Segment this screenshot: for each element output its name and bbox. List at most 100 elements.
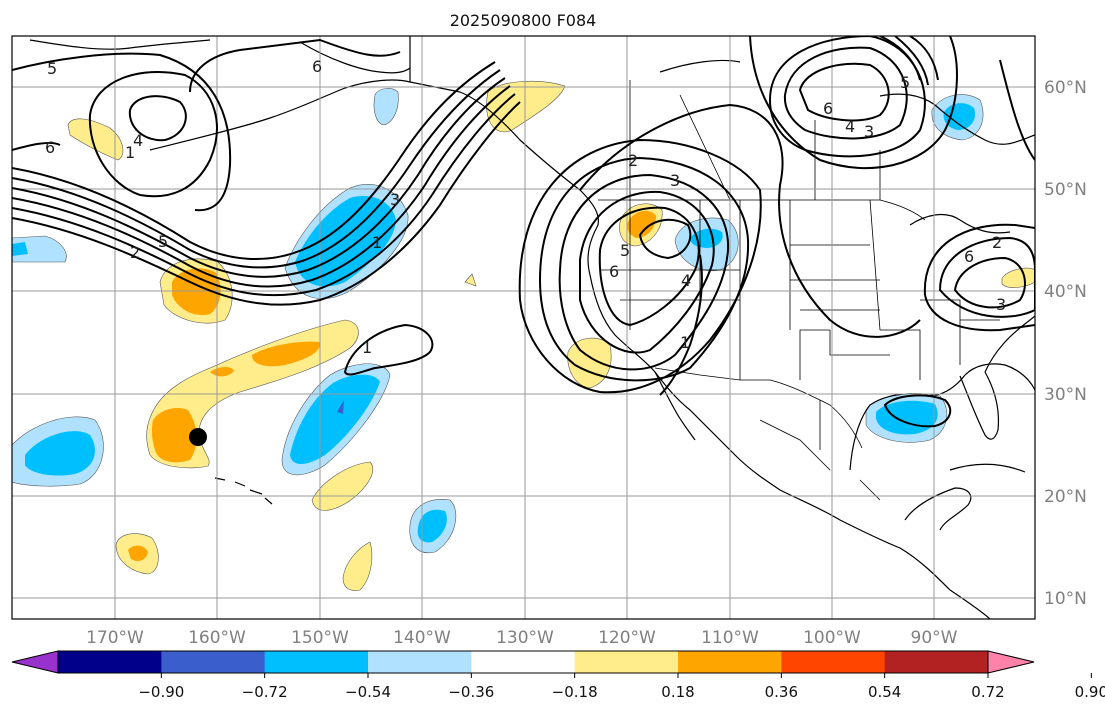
- contours: [12, 36, 1035, 428]
- shade-light-blue-north: [373, 88, 399, 126]
- contour-gulf: [883, 394, 952, 428]
- colorbar-extend-low: [11, 650, 59, 674]
- figure-title: 2025090800 F084: [450, 11, 597, 30]
- shade-yellow-ohio: [1001, 267, 1035, 288]
- map-frame: [11, 35, 1036, 620]
- longitude-labels: 170°W 160°W 150°W 140°W 130°W 120°W 110°…: [86, 628, 958, 648]
- shade-blue-edge: [12, 242, 28, 256]
- lat-tick-label: 20°N: [1044, 487, 1087, 507]
- shade-blue-central: [290, 374, 380, 465]
- contour-trough-2: [598, 206, 700, 327]
- contour-labels: 5 6 4 1 2 5 6 1 3 1 2 3 6 5 4 1 6 4 3 5 …: [45, 57, 1006, 357]
- shade-yellow-south-1: [311, 461, 374, 511]
- coast-atlantic: [984, 315, 1035, 373]
- contour-jet-5: [12, 101, 521, 306]
- shade-blue-south: [417, 509, 447, 543]
- contour-sw-tail: [659, 254, 703, 396]
- contour-label: 5: [158, 232, 168, 251]
- lat-tick-label: 10°N: [1044, 589, 1087, 609]
- storm-position-marker: [189, 428, 207, 446]
- lon-tick-label: 170°W: [86, 628, 144, 648]
- shade-yellow-tiny: [464, 273, 477, 287]
- border-mexico-states: [759, 400, 881, 501]
- colorbar-label: 0.72: [971, 683, 1004, 701]
- colorbar-segment: [58, 651, 162, 673]
- colorbar-segment: [471, 651, 576, 673]
- colorbar-outline: [57, 650, 989, 674]
- map-background: [12, 36, 1035, 619]
- contour-label: 1: [372, 233, 382, 252]
- contour-canada-6: [999, 59, 1035, 161]
- contour-label: 5: [900, 73, 910, 92]
- contour-trough-7: [579, 103, 921, 338]
- colorbar-label: −0.90: [138, 683, 184, 701]
- lon-tick-label: 100°W: [803, 628, 861, 648]
- contour-label: 5: [620, 241, 630, 260]
- colorbar-segment: [161, 651, 266, 673]
- contour-label: 4: [845, 117, 855, 136]
- shade-yellow-south-2: [342, 541, 373, 591]
- contour-jet-7: [189, 38, 401, 93]
- coast-alaska-north: [299, 41, 411, 74]
- coast-yucatan: [904, 487, 972, 531]
- contour-canada-2: [783, 46, 908, 140]
- contour-canada-3: [768, 36, 926, 158]
- coast-hawaii: [214, 477, 273, 505]
- contour-jet-1: [12, 69, 501, 269]
- lon-tick-label: 140°W: [393, 628, 451, 648]
- shade-orange-storm: [151, 408, 197, 463]
- colorbar-label: −0.54: [345, 683, 391, 701]
- contour-east-1: [953, 256, 1026, 309]
- lon-tick-label: 110°W: [701, 628, 759, 648]
- contour-label: 6: [45, 138, 55, 157]
- shade-blue-hudson: [943, 103, 976, 130]
- latitude-labels: 60°N 50°N 40°N 30°N 20°N 10°N: [1044, 78, 1087, 609]
- contour-aleutian-2: [88, 71, 218, 198]
- border-us-mexico: [654, 367, 863, 449]
- contour-aleutian-4: [12, 141, 61, 151]
- contour-label: 3: [996, 295, 1006, 314]
- colorbar: −0.90 −0.72 −0.54 −0.36 −0.18 0.18 0.36 0.54 0.7…: [11, 650, 1105, 701]
- colorbar-label: 0.36: [765, 683, 798, 701]
- colorbar-label: −0.72: [242, 683, 288, 701]
- contour-aleutian-3: [12, 52, 232, 212]
- contour-label: 2: [628, 151, 638, 170]
- contour-label: 2: [130, 243, 140, 262]
- lat-tick-label: 50°N: [1044, 180, 1087, 200]
- colorbar-segment: [678, 651, 782, 673]
- contour-label: 6: [823, 99, 833, 118]
- shade-orange-oregon: [627, 210, 656, 238]
- contour-label: 4: [681, 271, 691, 290]
- lat-tick-label: 60°N: [1044, 78, 1087, 98]
- contour-label: 2: [992, 233, 1002, 252]
- shade-orange-south-3: [128, 545, 148, 561]
- colorbar-segment: [574, 651, 679, 673]
- contour-jet-3: [12, 85, 511, 288]
- shade-light-blue-edge: [12, 235, 67, 263]
- contour-canada-4: [749, 36, 958, 170]
- contour-jet-2: [12, 77, 506, 278]
- contour-jet-4: [12, 93, 516, 297]
- contour-label: 3: [670, 171, 680, 190]
- contour-trough-3: [579, 190, 715, 354]
- map-content: [12, 36, 1035, 619]
- contour-trough-4: [558, 173, 730, 371]
- contour-canada-1: [798, 62, 890, 122]
- colorbar-segment: [781, 651, 886, 673]
- lon-tick-label: 160°W: [188, 628, 246, 648]
- shade-yellow-aleutian: [67, 118, 124, 161]
- colorbar-segment: [884, 651, 989, 673]
- contour-trough-6: [518, 138, 762, 394]
- colorbar-label: −0.36: [448, 683, 494, 701]
- contour-label: 6: [312, 57, 322, 76]
- shaded-fields: [12, 80, 1035, 591]
- contour-label: 6: [964, 247, 974, 266]
- shade-mid-blue-central: [337, 400, 344, 414]
- colorbar-extend-high: [987, 650, 1035, 674]
- border-us-canada: [598, 199, 926, 221]
- colorbar-label: −0.18: [552, 683, 598, 701]
- shade-blue-west: [25, 431, 95, 476]
- contour-label: 1: [125, 143, 135, 162]
- lon-tick-label: 150°W: [291, 628, 349, 648]
- coast-baja: [654, 371, 696, 441]
